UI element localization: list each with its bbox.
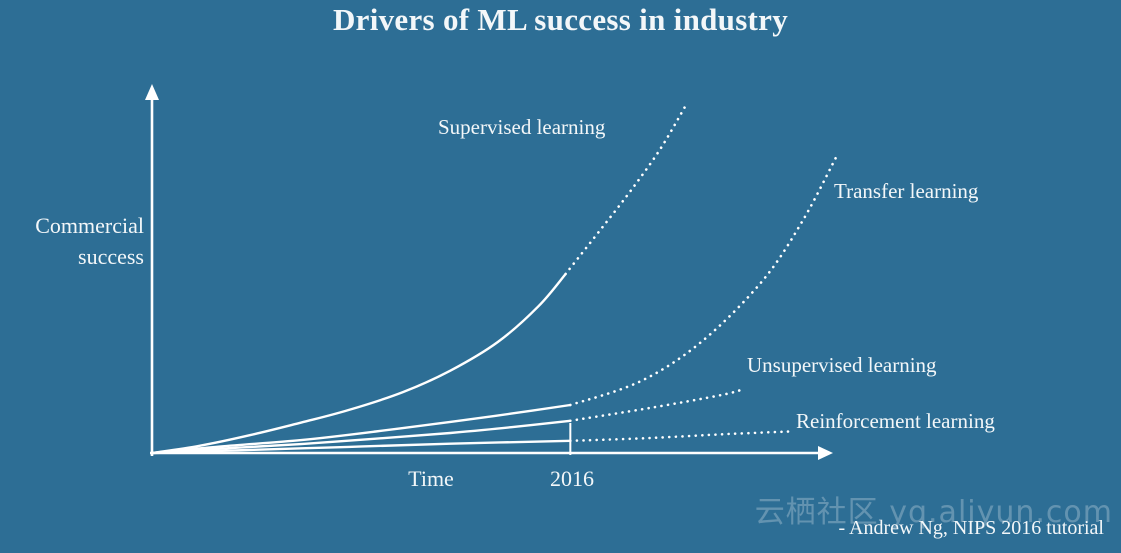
y-axis-arrowhead	[145, 84, 159, 100]
curve-projected-unsupervised-learning	[569, 387, 747, 423]
y-axis-label: Commercial success	[35, 213, 144, 269]
x-axis-arrowhead	[818, 446, 833, 460]
curve-projected-reinforcement-learning	[569, 430, 791, 443]
curve-solid-supervised-learning	[151, 273, 567, 455]
curve-solid-unsupervised-learning	[151, 419, 571, 455]
page-title: Drivers of ML success in industry	[332, 2, 789, 37]
x-axis-label: Time	[408, 466, 454, 491]
series-label-transfer-learning: Transfer learning	[834, 179, 979, 203]
curve-projected-transfer-learning	[569, 154, 839, 407]
series-label-unsupervised-learning: Unsupervised learning	[747, 353, 937, 377]
curve-solid-transfer-learning	[151, 403, 571, 455]
watermark: 云栖社区 yq.aliyun.com	[754, 495, 1113, 530]
curve-projected-supervised-learning	[564, 100, 689, 276]
series-label-supervised-learning: Supervised learning	[438, 115, 606, 139]
curve-solid-reinforcement-learning	[151, 439, 571, 455]
attribution: - Andrew Ng, NIPS 2016 tutorial	[838, 517, 1104, 539]
series-label-reinforcement-learning: Reinforcement learning	[796, 409, 995, 433]
x-tick-label-2016: 2016	[550, 466, 594, 491]
